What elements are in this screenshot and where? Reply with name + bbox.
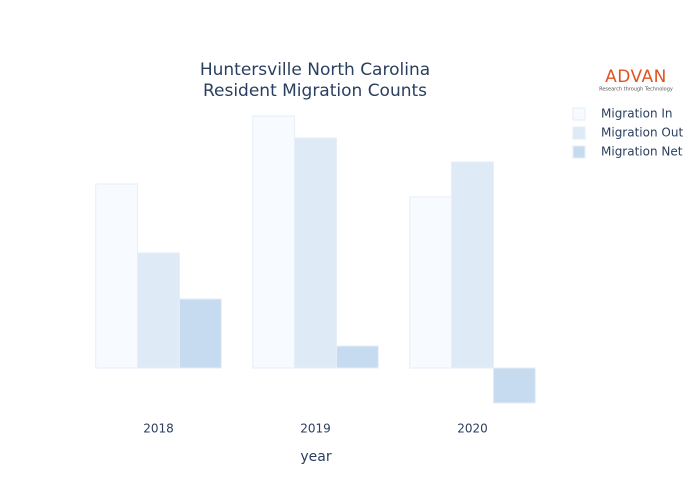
- chart-title: Huntersville North Carolina: [200, 60, 430, 80]
- legend-swatch: [572, 145, 586, 159]
- legend-label: Migration Net: [601, 145, 683, 159]
- legend-label: Migration In: [601, 107, 673, 121]
- legend-label: Migration Out: [601, 126, 683, 140]
- bar: [95, 183, 139, 369]
- bar: [294, 137, 337, 369]
- bar: [451, 161, 494, 369]
- bar: [492, 367, 536, 404]
- legend-swatch: [572, 107, 586, 121]
- x-tick-label: 2019: [300, 422, 331, 436]
- chart-title: Resident Migration Counts: [203, 81, 427, 101]
- bar: [137, 252, 180, 369]
- x-axis-label: year: [300, 449, 331, 465]
- x-tick-label: 2020: [457, 422, 488, 436]
- bar: [178, 298, 222, 369]
- x-tick-label: 2018: [143, 422, 174, 436]
- logo: ADVAN: [605, 67, 667, 87]
- logo-tagline: Research through Technology: [599, 87, 673, 93]
- bar: [409, 196, 453, 369]
- bar: [252, 115, 296, 369]
- bar: [335, 345, 379, 369]
- legend-swatch: [572, 126, 586, 140]
